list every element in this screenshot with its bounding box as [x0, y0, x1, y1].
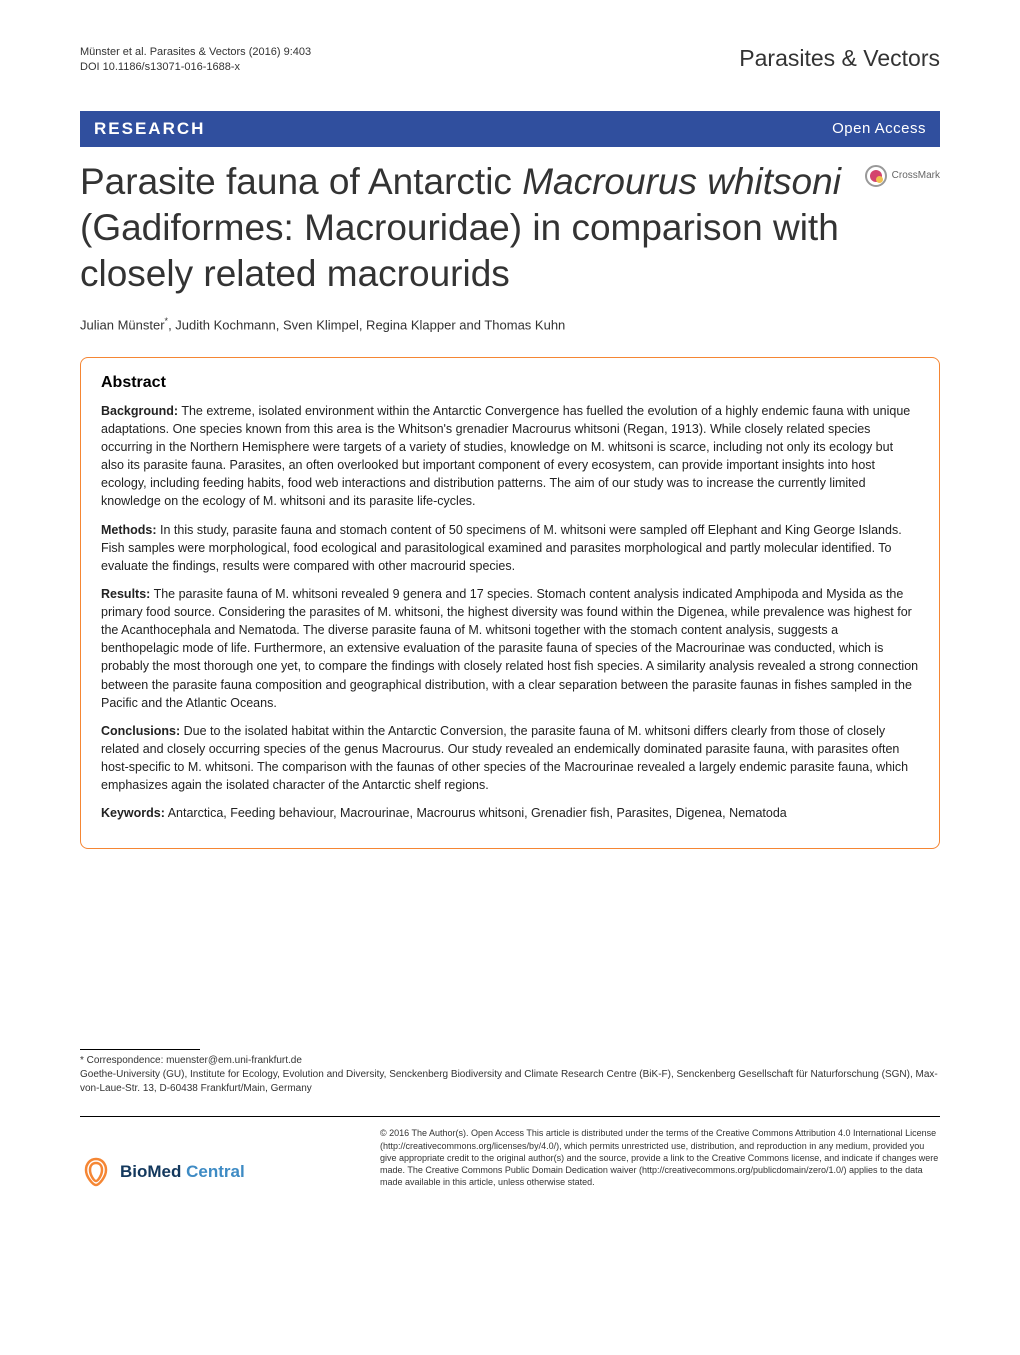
- abstract-heading: Abstract: [101, 374, 919, 392]
- background-label: Background:: [101, 404, 178, 418]
- title-species: Macrourus whitsoni: [522, 161, 841, 202]
- citation-line: Münster et al. Parasites & Vectors (2016…: [80, 45, 311, 60]
- crossmark-badge[interactable]: CrossMark: [865, 165, 940, 187]
- article-type-label: RESEARCH: [94, 119, 205, 139]
- publisher-name: BioMed Central: [120, 1160, 245, 1184]
- citation-block: Münster et al. Parasites & Vectors (2016…: [80, 45, 311, 76]
- correspondence-affiliation: Goethe-University (GU), Institute for Ec…: [80, 1068, 940, 1096]
- correspondence-email: * Correspondence: muenster@em.uni-frankf…: [80, 1054, 940, 1068]
- author-list: Julian Münster*, Judith Kochmann, Sven K…: [80, 316, 940, 332]
- open-access-label: Open Access: [832, 120, 926, 137]
- license-text: © 2016 The Author(s). Open Access This a…: [380, 1127, 940, 1188]
- conclusions-text: Due to the isolated habitat within the A…: [101, 724, 908, 792]
- keywords-label: Keywords:: [101, 806, 165, 820]
- methods-text: In this study, parasite fauna and stomac…: [101, 523, 902, 573]
- methods-label: Methods:: [101, 523, 157, 537]
- article-title: Parasite fauna of Antarctic Macrourus wh…: [80, 159, 845, 298]
- title-part-2: (Gadiformes: Macrouridae) in comparison …: [80, 207, 839, 294]
- abstract-keywords: Keywords: Antarctica, Feeding behaviour,…: [101, 804, 919, 822]
- footer-divider: [80, 1049, 200, 1050]
- results-text: The parasite fauna of M. whitsoni reveal…: [101, 587, 918, 710]
- journal-name: Parasites & Vectors: [739, 45, 940, 72]
- title-part-1: Parasite fauna of Antarctic: [80, 161, 522, 202]
- abstract-methods: Methods: In this study, parasite fauna a…: [101, 521, 919, 575]
- publisher-logo: BioMed Central: [80, 1156, 245, 1188]
- crossmark-icon: [865, 165, 887, 187]
- abstract-conclusions: Conclusions: Due to the isolated habitat…: [101, 722, 919, 795]
- abstract-background: Background: The extreme, isolated enviro…: [101, 402, 919, 511]
- page-footer: * Correspondence: muenster@em.uni-frankf…: [80, 1049, 940, 1188]
- crossmark-label: CrossMark: [892, 170, 940, 181]
- abstract-box: Abstract Background: The extreme, isolat…: [80, 357, 940, 850]
- page-header: Münster et al. Parasites & Vectors (2016…: [80, 45, 940, 76]
- abstract-results: Results: The parasite fauna of M. whitso…: [101, 585, 919, 712]
- biomed-icon: [80, 1156, 112, 1188]
- article-type-banner: RESEARCH Open Access: [80, 111, 940, 147]
- keywords-text: Antarctica, Feeding behaviour, Macrourin…: [165, 806, 787, 820]
- doi-line: DOI 10.1186/s13071-016-1688-x: [80, 60, 311, 75]
- results-label: Results:: [101, 587, 150, 601]
- conclusions-label: Conclusions:: [101, 724, 180, 738]
- background-text: The extreme, isolated environment within…: [101, 404, 910, 509]
